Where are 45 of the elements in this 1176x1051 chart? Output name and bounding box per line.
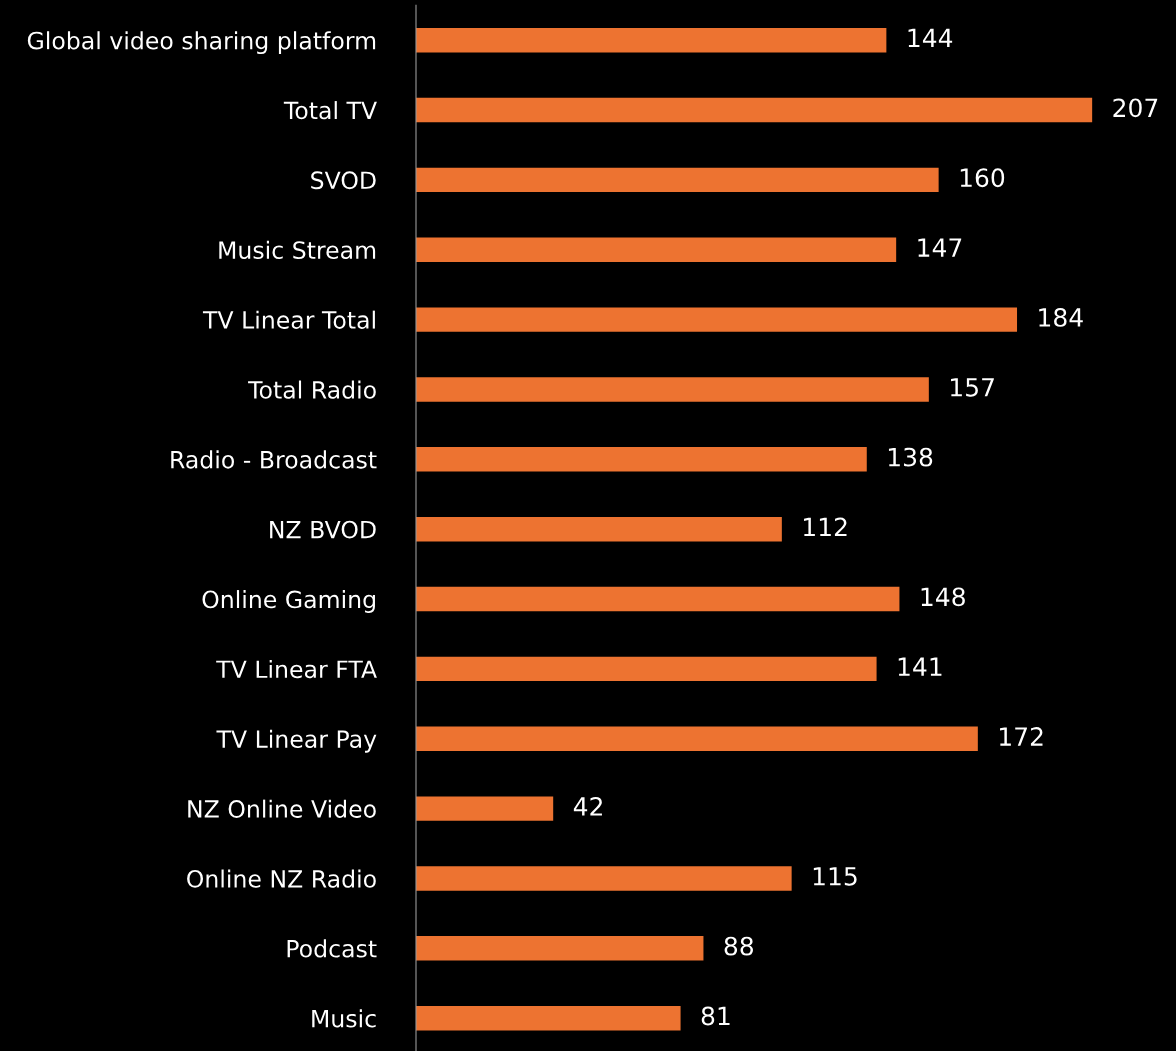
data-label: 112 xyxy=(804,517,847,537)
data-label: 115 xyxy=(813,867,857,886)
y-tick-label: Total Radio xyxy=(248,380,376,399)
data-label: 157 xyxy=(951,378,994,397)
data-label: 184 xyxy=(1039,307,1083,327)
bar xyxy=(416,447,867,472)
data-label: 88 xyxy=(724,936,753,956)
bar xyxy=(416,307,1018,332)
data-label: 138 xyxy=(888,447,933,467)
bar xyxy=(416,377,929,402)
data-label: 81 xyxy=(701,1006,730,1026)
bar xyxy=(416,1005,681,1031)
y-tick-label: Music Stream xyxy=(219,240,376,260)
y-tick-label: TV Linear Total xyxy=(202,310,375,329)
data-label: 141 xyxy=(898,657,942,676)
y-tick-label: Podcast xyxy=(287,939,377,958)
bar xyxy=(416,237,897,262)
y-tick-label: Total TV xyxy=(283,101,377,120)
bar xyxy=(416,656,877,682)
bar xyxy=(416,796,554,821)
bar xyxy=(416,936,704,961)
bar xyxy=(416,866,792,891)
bar xyxy=(416,516,782,542)
y-tick-label: Music xyxy=(312,1009,376,1028)
y-tick-label: Radio - Broadcast xyxy=(171,450,377,469)
data-label: 147 xyxy=(918,238,962,257)
bar xyxy=(416,726,978,751)
bar xyxy=(416,97,1093,123)
bar xyxy=(416,27,887,53)
data-label: 144 xyxy=(908,28,953,48)
data-label: 42 xyxy=(573,796,602,816)
y-tick-label: Online NZ Radio xyxy=(187,869,376,888)
data-label: 172 xyxy=(1000,727,1043,746)
data-label: 207 xyxy=(1113,98,1158,118)
y-tick-label: Global video sharing platform xyxy=(27,31,376,55)
data-label: 160 xyxy=(960,168,1005,188)
data-label: 148 xyxy=(921,587,965,607)
y-tick-label: SVOD xyxy=(311,171,376,190)
y-tick-label: NZ Online Video xyxy=(188,799,376,818)
bar xyxy=(416,167,939,193)
y-tick-label: TV Linear FTA xyxy=(216,659,377,679)
bar xyxy=(416,586,900,612)
y-tick-label: Online Gaming xyxy=(202,590,375,613)
y-tick-label: TV Linear Pay xyxy=(216,729,377,753)
y-tick-label: NZ BVOD xyxy=(270,520,376,539)
